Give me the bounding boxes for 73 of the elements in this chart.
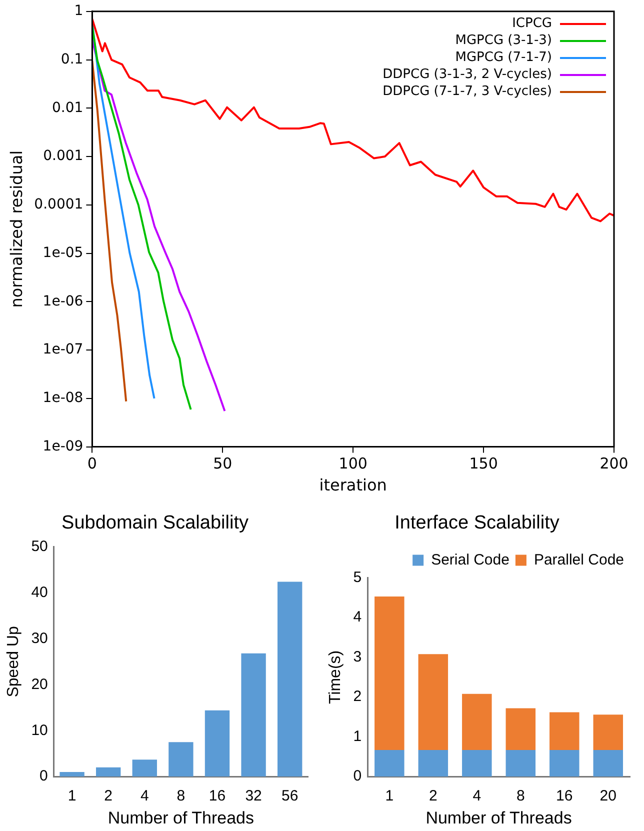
y-tick-label: 0.1 bbox=[60, 51, 84, 68]
y-tick-label: 1e-09 bbox=[42, 438, 84, 454]
bar bbox=[550, 712, 580, 750]
legend-label: DDPCG (3-1-3, 2 V-cycles) bbox=[382, 67, 552, 82]
bar bbox=[593, 750, 623, 777]
chart-title: Subdomain Scalability bbox=[62, 512, 249, 534]
bar bbox=[60, 772, 84, 777]
x-tick-label: 32 bbox=[245, 788, 262, 805]
bar bbox=[462, 750, 492, 777]
y-tick-label: 0.01 bbox=[52, 100, 84, 116]
y-tick-label: 0.001 bbox=[43, 148, 84, 164]
y-axis-title: Speed Up bbox=[5, 626, 22, 698]
x-tick-label: 4 bbox=[140, 788, 149, 805]
legend-label: DDPCG (7-1-7, 3 V-cycles) bbox=[382, 84, 552, 100]
x-tick-label: 20 bbox=[600, 788, 616, 805]
x-axis-title: iteration bbox=[319, 476, 387, 495]
y-tick-label: 50 bbox=[31, 538, 48, 555]
y-tick-label: 1e-08 bbox=[42, 390, 84, 406]
x-tick-label: 2 bbox=[104, 788, 113, 805]
x-tick-label: 100 bbox=[338, 454, 368, 473]
y-axis-title: normalized residual bbox=[6, 150, 26, 308]
y-tick-label: 1e-05 bbox=[42, 244, 84, 261]
bar bbox=[550, 750, 580, 777]
legend-label: Serial Code bbox=[431, 551, 510, 568]
x-tick-label: 56 bbox=[282, 788, 298, 805]
y-tick-label: 1e-07 bbox=[42, 342, 84, 358]
legend-label: Parallel Code bbox=[534, 551, 624, 568]
bar bbox=[96, 767, 121, 777]
y-tick-label: 4 bbox=[353, 608, 362, 626]
y-tick-label: 40 bbox=[31, 584, 48, 601]
y-tick-label: 20 bbox=[31, 676, 48, 693]
bar bbox=[506, 708, 536, 750]
x-tick-label: 16 bbox=[556, 788, 573, 805]
bar bbox=[506, 750, 536, 777]
legend-label: MGPCG (3-1-3) bbox=[455, 33, 552, 48]
bar bbox=[593, 714, 623, 750]
y-tick-label: 1e-06 bbox=[42, 293, 84, 310]
bar bbox=[418, 654, 448, 750]
chart-title: Interface Scalability bbox=[394, 512, 560, 534]
bar bbox=[278, 582, 302, 777]
y-axis-title: Time(s) bbox=[327, 650, 344, 704]
y-tick-label: 3 bbox=[353, 648, 362, 666]
x-tick-label: 8 bbox=[516, 788, 525, 805]
y-tick-label: 2 bbox=[353, 688, 362, 706]
bar bbox=[132, 760, 157, 777]
bar bbox=[374, 750, 404, 777]
y-tick-label: 10 bbox=[31, 722, 48, 739]
legend-label: ICPCG bbox=[512, 16, 552, 32]
x-axis-title: Number of Threads bbox=[108, 808, 254, 828]
bar bbox=[374, 596, 404, 750]
bar bbox=[204, 710, 230, 777]
x-tick-label: 2 bbox=[428, 788, 438, 805]
y-tick-label: 1 bbox=[353, 728, 362, 745]
y-tick-label: 0 bbox=[40, 768, 48, 785]
x-tick-label: 50 bbox=[213, 454, 232, 473]
bar bbox=[168, 742, 194, 777]
bar bbox=[462, 694, 492, 750]
x-tick-label: 1 bbox=[385, 788, 394, 805]
bar bbox=[241, 653, 266, 777]
y-tick-label: 1 bbox=[74, 3, 84, 20]
x-tick-label: 16 bbox=[208, 788, 226, 805]
x-tick-label: 8 bbox=[176, 788, 186, 805]
bar bbox=[418, 750, 448, 777]
y-tick-label: 0 bbox=[353, 768, 362, 785]
x-tick-label: 200 bbox=[600, 454, 628, 473]
x-axis-title: Number of Threads bbox=[426, 808, 572, 828]
y-tick-label: 0.0001 bbox=[34, 196, 84, 213]
y-tick-label: 5 bbox=[353, 568, 362, 586]
x-tick-label: 4 bbox=[472, 788, 482, 805]
legend-label: MGPCG (7-1-7) bbox=[455, 50, 552, 66]
x-tick-label: 150 bbox=[469, 454, 498, 473]
x-tick-label: 0 bbox=[87, 454, 97, 473]
y-tick-label: 30 bbox=[31, 630, 48, 647]
